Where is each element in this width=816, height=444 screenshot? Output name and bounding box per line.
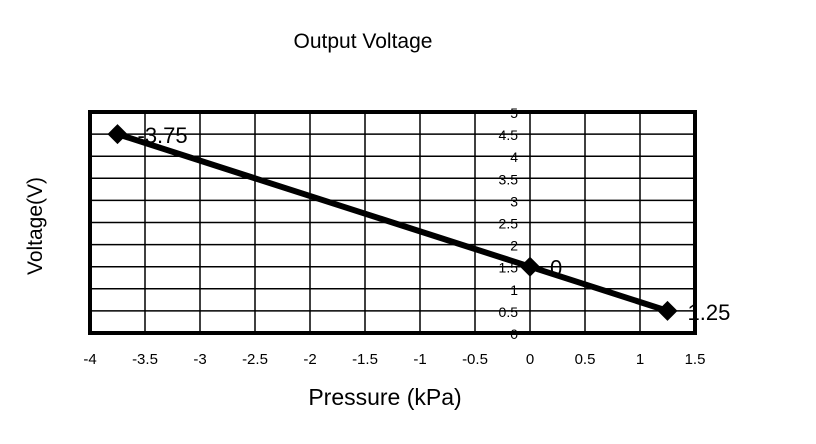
- grid: [90, 112, 695, 333]
- y-tick-label: 2: [510, 238, 518, 254]
- data-point: [107, 124, 128, 145]
- chart-title: Output Voltage: [294, 30, 433, 53]
- x-tick-label: 1: [636, 351, 644, 368]
- x-tick-label: 1.5: [685, 351, 706, 368]
- y-axis-ticks: 00.511.522.533.544.55: [499, 105, 519, 342]
- x-tick-label: -0.5: [462, 351, 488, 368]
- x-tick-label: 0.5: [575, 351, 596, 368]
- y-tick-label: 4.5: [499, 127, 519, 143]
- x-tick-label: -2.5: [242, 351, 268, 368]
- y-axis-label: Voltage(V): [24, 177, 47, 275]
- data-label: -3.75: [138, 123, 188, 148]
- data-label: 0: [550, 256, 562, 281]
- y-tick-label: 4: [510, 149, 518, 165]
- y-tick-label: 0.5: [499, 304, 519, 320]
- x-tick-label: -4: [83, 351, 96, 368]
- x-tick-label: -2: [303, 351, 316, 368]
- y-tick-label: 3.5: [499, 171, 519, 187]
- x-tick-label: 0: [526, 351, 534, 368]
- data-labels: -3.75 0 1.25: [138, 123, 731, 325]
- x-tick-label: -3.5: [132, 351, 158, 368]
- series: [107, 124, 678, 321]
- y-tick-label: 3: [510, 193, 518, 209]
- x-tick-label: -1: [413, 351, 426, 368]
- data-point: [520, 256, 540, 277]
- x-axis-label: Pressure (kPa): [308, 384, 461, 410]
- x-axis-ticks: -4 -3.5 -3 -2.5 -2 -1.5 -1 -0.5 0 0.5 1 1.5: [83, 351, 705, 368]
- x-tick-label: -3: [193, 351, 206, 368]
- y-tick-label: 0: [510, 326, 518, 342]
- plot-frame: [88, 110, 697, 335]
- y-tick-label: 2.5: [499, 216, 519, 232]
- data-label: 1.25: [688, 300, 731, 325]
- y-tick-label: 1: [510, 282, 518, 298]
- x-tick-label: -1.5: [352, 351, 378, 368]
- y-tick-label: 5: [510, 105, 518, 121]
- data-point: [657, 300, 678, 321]
